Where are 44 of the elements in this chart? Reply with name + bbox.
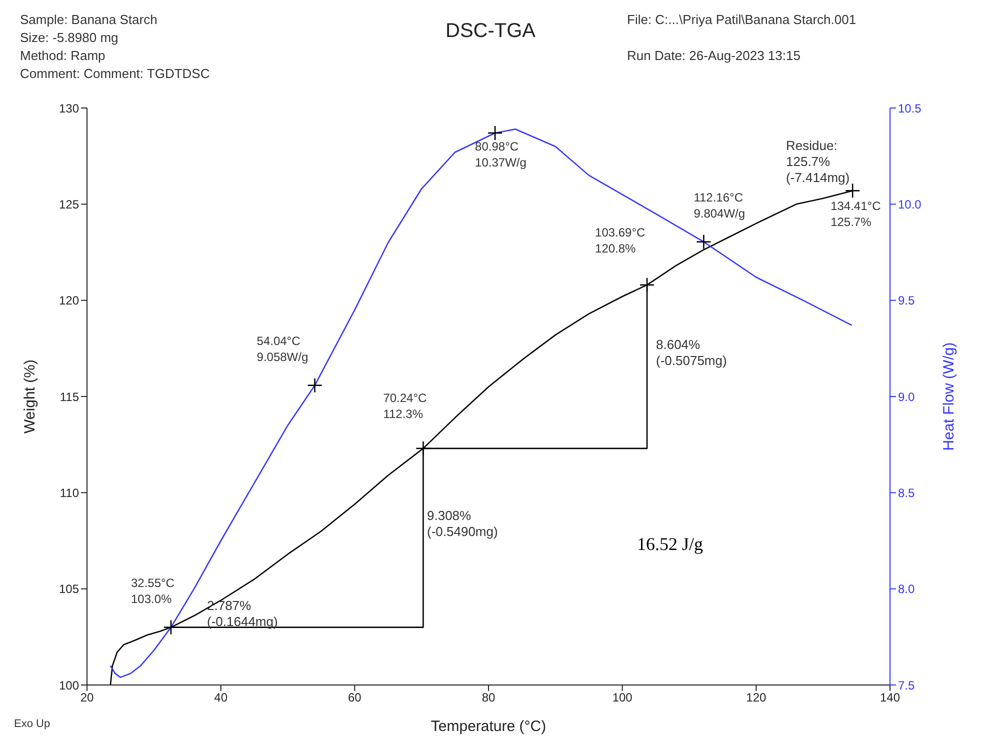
x-tick-label: 40 [214, 690, 228, 705]
text: Exo Up [14, 717, 50, 732]
y-tick-label: 100 [58, 678, 80, 692]
text: File: C:...\Priya Patil\Banana Starch.001 [627, 12, 856, 28]
text: Comment: Comment: TGDTDSC [20, 66, 210, 82]
data-label: 32.55°C 103.0% [130, 576, 175, 606]
data-label: 70.24°C 112.3% [383, 390, 428, 421]
chart-title: DSC-TGA [446, 20, 536, 42]
y-tick-label: 130 [58, 101, 80, 116]
annotation: Residue: 125.7% (-7.414mg) [786, 138, 850, 186]
y2-tick-label: 9.5 [898, 294, 916, 308]
data-label: 103.69°C 120.8% [595, 225, 646, 256]
text: Method: Ramp [20, 48, 106, 64]
data-label: 80.98°C 10.37W/g [475, 139, 526, 170]
y2-tick-label: 10.5 [898, 101, 922, 116]
x-axis-title: Temperature (°C) [430, 718, 546, 735]
data-label: 134.41°C 125.7% [830, 199, 882, 230]
annotation: 8.604% (-0.5075mg) [656, 337, 727, 369]
y2-tick-label: 8.5 [898, 486, 916, 500]
y-axis-title: Weight (%) [21, 360, 38, 434]
data-label: 54.04°C 9.058W/g [256, 334, 308, 364]
x-tick-label: 120 [746, 690, 766, 705]
y-tick-label: 110 [60, 486, 80, 500]
y-tick-label: 120 [58, 294, 80, 308]
x-tick-label: 140 [880, 690, 900, 705]
y-tick-label: 115 [60, 390, 80, 404]
y2-tick-label: 10.0 [898, 197, 922, 212]
annotation: 16.52 J/g [637, 534, 704, 554]
y-tick-label: 105 [58, 582, 80, 596]
x-tick-label: 60 [348, 690, 362, 705]
y2-tick-label: 9.0 [898, 390, 916, 404]
x-tick-label: 80 [482, 690, 496, 705]
text: Sample: Banana Starch [20, 12, 158, 28]
annotation: 9.308% (-0.5490mg) [427, 508, 498, 540]
x-tick-label: 20 [80, 690, 94, 705]
x-tick-label: 100 [612, 690, 633, 705]
text: Run Date: 26-Aug-2023 13:15 [627, 48, 800, 64]
text: Size: -5.8980 mg [20, 30, 118, 46]
annotation: 2.787% (-0.1644mg) [207, 598, 278, 630]
y2-tick-label: 7.5 [898, 678, 916, 692]
data-label: 112.16°C 9.804W/g [694, 190, 746, 220]
y-tick-label: 125 [58, 197, 80, 212]
y2-tick-label: 8.0 [898, 582, 916, 596]
y2-axis-title: Heat Flow (W/g) [940, 342, 958, 451]
